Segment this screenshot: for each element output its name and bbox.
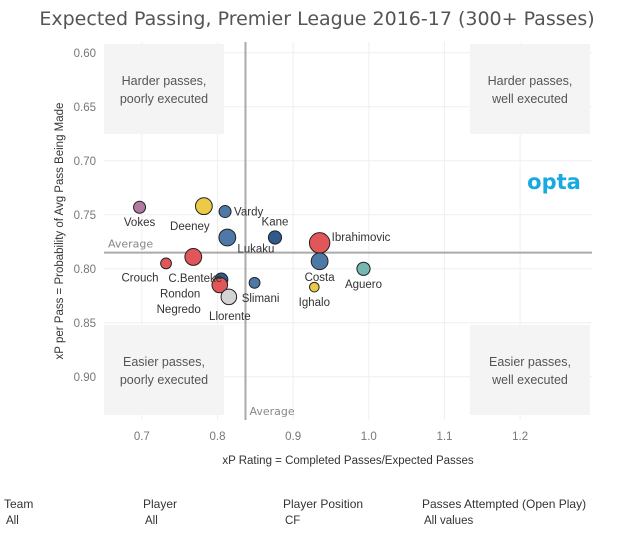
quadrant-label: Harder passes, bbox=[122, 74, 207, 88]
y-tick-label: 0.75 bbox=[74, 210, 96, 222]
quadrant-box bbox=[104, 325, 224, 415]
y-tick-label: 0.60 bbox=[74, 48, 96, 60]
filter-value[interactable]: CF bbox=[285, 515, 301, 527]
point-label: Ibrahimovic bbox=[332, 232, 391, 244]
data-point bbox=[160, 257, 172, 270]
point-label: Deeney bbox=[170, 221, 210, 233]
filter-value[interactable]: All bbox=[6, 515, 19, 527]
average-label-y: Average bbox=[108, 238, 153, 251]
quadrant-label: Easier passes, bbox=[489, 355, 571, 369]
data-point bbox=[218, 228, 237, 247]
filter-passes[interactable]: Passes Attempted (Open Play) All values bbox=[422, 497, 586, 527]
filter-value[interactable]: All values bbox=[424, 515, 474, 527]
x-tick-label: 0.8 bbox=[209, 431, 225, 443]
data-point bbox=[308, 232, 331, 254]
x-tick-label: 0.7 bbox=[134, 431, 150, 443]
quadrant-label: Harder passes, bbox=[488, 74, 573, 88]
quadrant-box bbox=[470, 325, 590, 415]
point-label: Vokes bbox=[124, 217, 156, 229]
quadrant-label: well executed bbox=[491, 92, 568, 106]
data-point bbox=[267, 230, 283, 245]
y-tick-label: 0.85 bbox=[74, 318, 96, 330]
data-point bbox=[356, 261, 371, 276]
data-point bbox=[218, 205, 232, 219]
y-tick-label: 0.70 bbox=[74, 156, 96, 168]
data-point bbox=[309, 281, 320, 293]
quadrant-label: poorly executed bbox=[120, 92, 208, 106]
filter-label: Passes Attempted (Open Play) bbox=[422, 497, 587, 511]
point-label: Costa bbox=[305, 272, 336, 284]
data-point bbox=[211, 276, 229, 294]
point-label: Vardy bbox=[234, 207, 263, 219]
y-axis-label: xP per Pass = Probability of Avg Pass Be… bbox=[54, 103, 66, 360]
point-label: Llorente bbox=[209, 311, 251, 323]
point-label: Rondon bbox=[160, 289, 200, 301]
x-tick-label: 1.0 bbox=[361, 431, 377, 443]
average-label-x: Average bbox=[249, 405, 294, 418]
data-point bbox=[184, 248, 203, 266]
filter-team[interactable]: Team All bbox=[4, 497, 33, 527]
x-tick-label: 1.2 bbox=[512, 431, 528, 443]
y-tick-label: 0.80 bbox=[74, 264, 96, 276]
opta-logo: opta bbox=[527, 170, 581, 194]
data-point bbox=[194, 197, 213, 216]
filter-value[interactable]: All bbox=[145, 515, 158, 527]
x-tick-label: 1.1 bbox=[436, 431, 452, 443]
quadrant-label: Easier passes, bbox=[123, 355, 205, 369]
x-tick-label: 0.9 bbox=[285, 431, 301, 443]
y-tick-label: 0.65 bbox=[74, 102, 96, 114]
point-label: Slimani bbox=[242, 293, 280, 305]
point-label: Negredo bbox=[157, 304, 201, 316]
quadrant-label: poorly executed bbox=[120, 373, 208, 387]
data-point bbox=[310, 252, 329, 271]
point-label: Ighalo bbox=[299, 297, 330, 309]
quadrant-label: well executed bbox=[491, 373, 568, 387]
data-point bbox=[248, 276, 261, 289]
quadrant-box bbox=[470, 44, 590, 134]
filter-player[interactable]: Player All bbox=[143, 497, 177, 527]
point-label: C.Benteke bbox=[168, 273, 222, 285]
y-tick-label: 0.90 bbox=[74, 372, 96, 384]
quadrant-box bbox=[104, 44, 224, 134]
point-label: Crouch bbox=[122, 272, 159, 284]
data-point bbox=[133, 200, 147, 214]
chart-title: Expected Passing, Premier League 2016-17… bbox=[39, 8, 595, 30]
scatter-plot: 0.7 0.8 0.9 1.0 1.1 1.2 0.60 0.65 0.70 0.75 0.80 0.… bbox=[54, 42, 592, 467]
x-axis-label: xP Rating = Completed Passes/Expected Pa… bbox=[222, 455, 474, 467]
point-label: Lukaku bbox=[237, 243, 274, 255]
filter-position[interactable]: Player Position CF bbox=[283, 497, 363, 527]
filter-label: Player bbox=[143, 497, 178, 511]
filter-label: Player Position bbox=[283, 497, 364, 511]
point-label: Aguero bbox=[345, 279, 382, 291]
data-point bbox=[220, 288, 238, 306]
point-label: Kane bbox=[262, 216, 289, 228]
filter-label: Team bbox=[4, 497, 34, 511]
